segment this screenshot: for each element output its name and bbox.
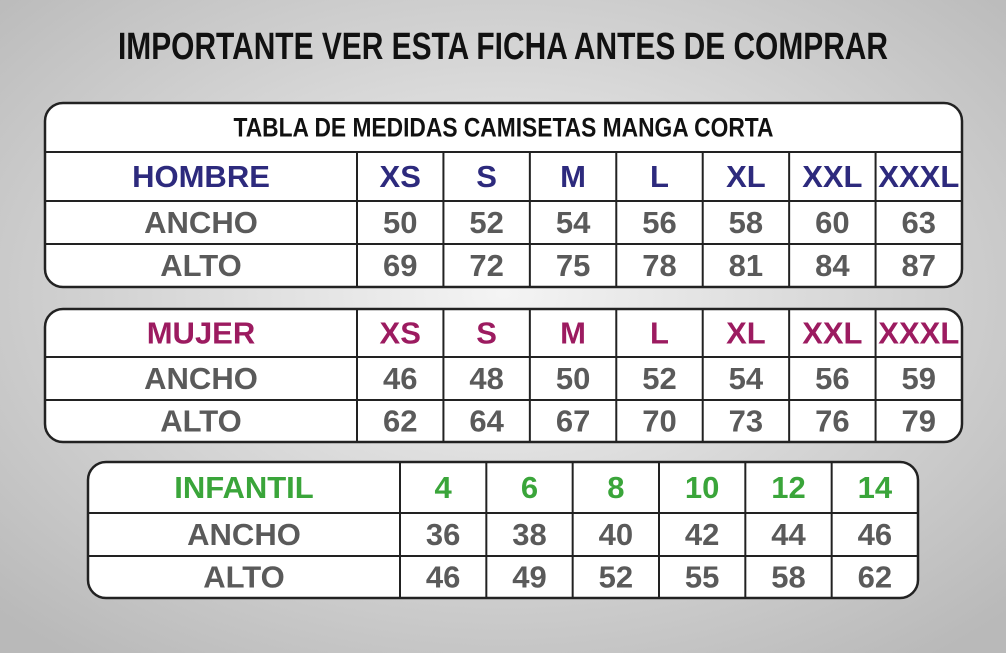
cell-value: 42: [685, 517, 719, 552]
cell-value: 58: [729, 205, 763, 240]
row-label: ANCHO: [144, 361, 258, 396]
header-cell: 6: [521, 470, 538, 505]
row-label: ALTO: [160, 248, 242, 283]
cell-value: 44: [771, 517, 806, 552]
cell-value: 63: [902, 205, 936, 240]
row-label: ANCHO: [144, 205, 258, 240]
table-box: [43, 307, 964, 444]
header-cell: INFANTIL: [174, 470, 314, 505]
header-cell: L: [650, 159, 669, 194]
cell-value: 64: [469, 404, 504, 439]
cell-value: 62: [383, 404, 417, 439]
header-cell: HOMBRE: [132, 159, 270, 194]
header-cell: 14: [858, 470, 893, 505]
cell-value: 87: [902, 248, 936, 283]
cell-value: 67: [556, 404, 590, 439]
header-cell: XL: [726, 316, 766, 351]
cell-value: 36: [426, 517, 460, 552]
cell-value: 79: [902, 404, 936, 439]
header-cell: L: [650, 316, 669, 351]
cell-value: 52: [469, 205, 503, 240]
cell-value: 46: [858, 517, 892, 552]
header-cell: 10: [685, 470, 719, 505]
header-cell: XXL: [802, 316, 862, 351]
header-cell: S: [476, 159, 497, 194]
cell-value: 69: [383, 248, 417, 283]
header-cell: XXXL: [878, 316, 959, 351]
cell-value: 38: [512, 517, 546, 552]
cell-value: 46: [426, 560, 460, 595]
table-box: [43, 101, 964, 289]
header-cell: M: [560, 316, 586, 351]
cell-value: 78: [642, 248, 676, 283]
header-cell: S: [476, 316, 497, 351]
header-cell: XS: [380, 159, 421, 194]
header-cell: 8: [607, 470, 624, 505]
cell-value: 54: [729, 361, 764, 396]
cell-value: 52: [599, 560, 633, 595]
cell-value: 46: [383, 361, 417, 396]
cell-value: 50: [383, 205, 417, 240]
cell-value: 56: [815, 361, 849, 396]
header-cell: XS: [380, 316, 421, 351]
cell-value: 59: [902, 361, 936, 396]
cell-value: 60: [815, 205, 849, 240]
cell-value: 56: [642, 205, 676, 240]
header-cell: XL: [726, 159, 766, 194]
table-box: [86, 460, 920, 600]
cell-value: 70: [642, 404, 676, 439]
cell-value: 62: [858, 560, 892, 595]
cell-value: 72: [469, 248, 503, 283]
cell-value: 49: [512, 560, 546, 595]
cell-value: 40: [599, 517, 633, 552]
header-cell: XXXL: [878, 159, 959, 194]
header-cell: 12: [771, 470, 805, 505]
table-caption: TABLA DE MEDIDAS CAMISETAS MANGA CORTA: [234, 113, 774, 143]
cell-value: 52: [642, 361, 676, 396]
cell-value: 48: [469, 361, 503, 396]
header-cell: XXL: [802, 159, 862, 194]
cell-value: 55: [685, 560, 719, 595]
cell-value: 73: [729, 404, 763, 439]
cell-value: 54: [556, 205, 591, 240]
cell-value: 75: [556, 248, 590, 283]
header-cell: MUJER: [147, 316, 256, 351]
row-label: ANCHO: [187, 517, 301, 552]
row-label: ALTO: [203, 560, 285, 595]
cell-value: 76: [815, 404, 849, 439]
header-cell: M: [560, 159, 586, 194]
page-title: IMPORTANTE VER ESTA FICHA ANTES DE COMPR…: [118, 26, 888, 68]
cell-value: 50: [556, 361, 590, 396]
cell-value: 81: [729, 248, 763, 283]
row-label: ALTO: [160, 404, 242, 439]
header-cell: 4: [435, 470, 453, 505]
cell-value: 58: [771, 560, 805, 595]
cell-value: 84: [815, 248, 850, 283]
